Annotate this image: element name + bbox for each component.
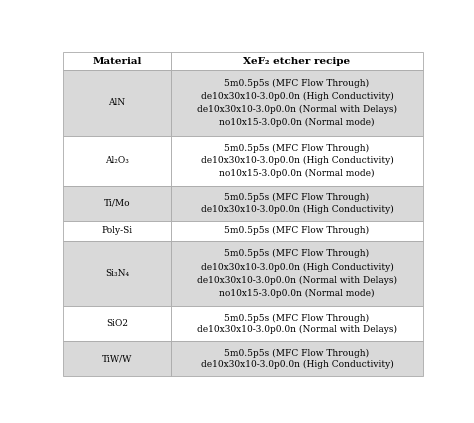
- Bar: [63, 306, 171, 341]
- Text: 5m0.5p5s (MFC Flow Through): 5m0.5p5s (MFC Flow Through): [224, 143, 370, 153]
- Text: Material: Material: [92, 57, 142, 66]
- Text: 5m0.5p5s (MFC Flow Through): 5m0.5p5s (MFC Flow Through): [224, 249, 370, 258]
- Text: no10x15-3.0p0.0n (Normal mode): no10x15-3.0p0.0n (Normal mode): [219, 169, 374, 178]
- Bar: [63, 52, 171, 70]
- Bar: [171, 221, 423, 241]
- Text: de10x30x10-3.0p0.0n (High Conductivity): de10x30x10-3.0p0.0n (High Conductivity): [201, 205, 393, 214]
- Text: XeF₂ etcher recipe: XeF₂ etcher recipe: [243, 57, 350, 66]
- Bar: [63, 341, 171, 376]
- Bar: [63, 70, 171, 135]
- Text: TiW/W: TiW/W: [102, 354, 132, 363]
- Bar: [171, 341, 423, 376]
- Text: de10x30x10-3.0p0.0n (Normal with Delays): de10x30x10-3.0p0.0n (Normal with Delays): [197, 275, 397, 285]
- Text: 5m0.5p5s (MFC Flow Through): 5m0.5p5s (MFC Flow Through): [224, 313, 370, 323]
- Text: de10x30x10-3.0p0.0n (High Conductivity): de10x30x10-3.0p0.0n (High Conductivity): [201, 360, 393, 369]
- Text: de10x30x10-3.0p0.0n (High Conductivity): de10x30x10-3.0p0.0n (High Conductivity): [201, 92, 393, 101]
- Bar: [171, 70, 423, 135]
- Text: 5m0.5p5s (MFC Flow Through): 5m0.5p5s (MFC Flow Through): [224, 349, 370, 358]
- Text: SiO2: SiO2: [106, 319, 128, 328]
- Bar: [63, 135, 171, 186]
- Text: AlN: AlN: [109, 98, 126, 107]
- Bar: [171, 52, 423, 70]
- Text: 5m0.5p5s (MFC Flow Through): 5m0.5p5s (MFC Flow Through): [224, 193, 370, 202]
- Text: no10x15-3.0p0.0n (Normal mode): no10x15-3.0p0.0n (Normal mode): [219, 118, 374, 127]
- Text: de10x30x10-3.0p0.0n (Normal with Delays): de10x30x10-3.0p0.0n (Normal with Delays): [197, 105, 397, 114]
- Text: Al₂O₃: Al₂O₃: [105, 156, 129, 165]
- Bar: [171, 241, 423, 306]
- Bar: [171, 135, 423, 186]
- Bar: [63, 186, 171, 221]
- Text: de10x30x10-3.0p0.0n (Normal with Delays): de10x30x10-3.0p0.0n (Normal with Delays): [197, 325, 397, 334]
- Text: Si₃N₄: Si₃N₄: [105, 269, 129, 278]
- Text: 5m0.5p5s (MFC Flow Through): 5m0.5p5s (MFC Flow Through): [224, 79, 370, 88]
- Text: de10x30x10-3.0p0.0n (High Conductivity): de10x30x10-3.0p0.0n (High Conductivity): [201, 262, 393, 272]
- Bar: [171, 306, 423, 341]
- Text: Poly-Si: Poly-Si: [101, 226, 133, 235]
- Text: de10x30x10-3.0p0.0n (High Conductivity): de10x30x10-3.0p0.0n (High Conductivity): [201, 156, 393, 165]
- Bar: [63, 241, 171, 306]
- Bar: [171, 186, 423, 221]
- Text: Ti/Mo: Ti/Mo: [104, 199, 130, 208]
- Text: no10x15-3.0p0.0n (Normal mode): no10x15-3.0p0.0n (Normal mode): [219, 288, 374, 298]
- Text: 5m0.5p5s (MFC Flow Through): 5m0.5p5s (MFC Flow Through): [224, 226, 370, 236]
- Bar: [63, 221, 171, 241]
